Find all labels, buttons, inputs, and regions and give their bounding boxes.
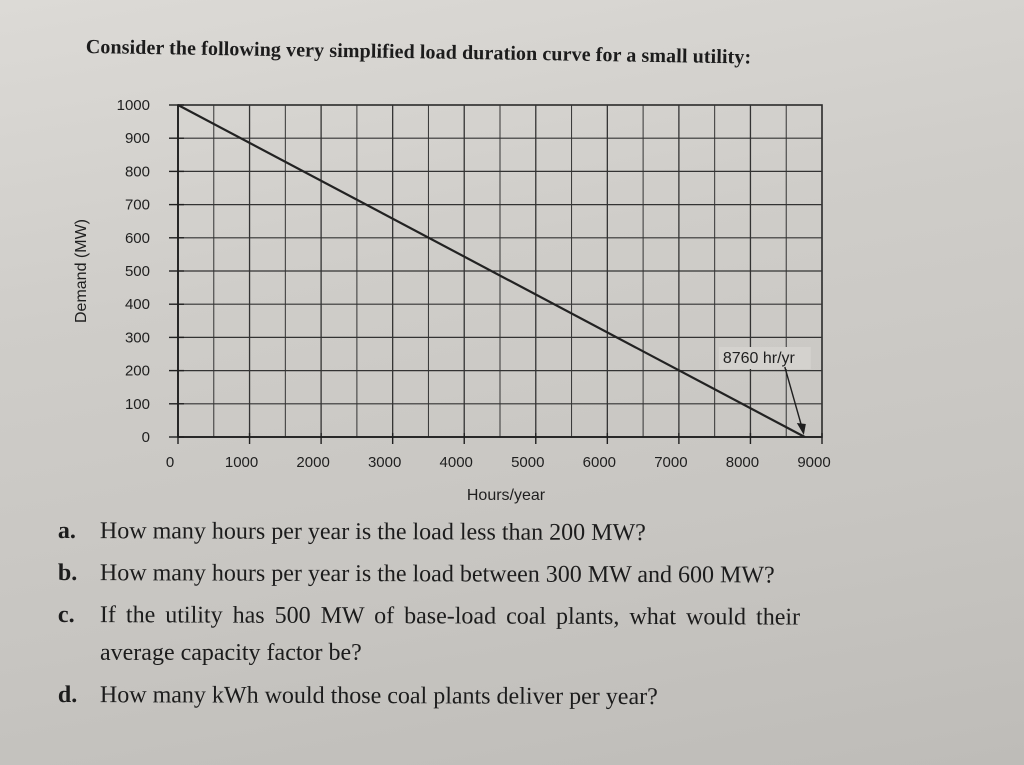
x-tick-label: 2000: [296, 454, 329, 471]
chart-axes: 0 100 200 300 400 500 600 700 800 900 1000 0 1000 200…: [117, 97, 831, 471]
x-tick-label: 1000: [225, 454, 258, 471]
annotation-arrow-head: [796, 423, 806, 435]
question-b-text: How many hours per year is the load betw…: [99, 560, 775, 589]
question-d: d. How many kWh would those coal plants d…: [58, 682, 658, 711]
x-tick-label: 6000: [583, 454, 616, 471]
question-b-letter: b.: [57, 560, 78, 587]
y-tick-label: 700: [125, 197, 150, 214]
y-tick-label: 0: [142, 429, 150, 446]
x-tick-label: 9000: [797, 454, 830, 471]
y-tick-label: 500: [125, 263, 150, 280]
annotation-label: 8760 hr/yr: [723, 350, 796, 367]
question-a: a. How many hours per year is the load le…: [58, 518, 646, 547]
question-c-continuation: average capacity factor be?: [100, 640, 362, 666]
chart-grid: [177, 104, 823, 438]
y-tick-label: 400: [125, 296, 150, 313]
y-tick-label: 300: [125, 329, 150, 346]
x-axis-title: Hours/year: [467, 487, 546, 504]
x-tick-label: 4000: [440, 454, 473, 471]
y-tick-label: 800: [125, 163, 150, 180]
x-tick-label: 3000: [368, 454, 401, 471]
x-tick-label: 5000: [511, 454, 544, 471]
annotation-background: [718, 347, 811, 369]
chart-labels: Hours/year Demand (MW) 8760 hr/yr: [73, 219, 811, 504]
y-tick-label: 600: [125, 230, 150, 247]
y-axis-title: Demand (MW): [73, 219, 90, 323]
question-c-letter: c.: [57, 602, 75, 629]
question-c: c. If the utility has 500 MW of base-load…: [58, 602, 800, 632]
question-b: b. How many hours per year is the load be…: [58, 560, 775, 590]
load-duration-chart: 0 100 200 300 400 500 600 700 800 900 1000 0 1000 200…: [73, 97, 831, 504]
y-tick-label: 100: [125, 396, 150, 413]
question-d-letter: d.: [57, 682, 78, 709]
load-duration-line: [177, 104, 806, 438]
x-tick-label: 7000: [654, 454, 687, 471]
chart-series: [177, 104, 806, 438]
x-tick-label: 0: [166, 454, 174, 471]
question-c-text: If the utility has 500 MW of base-load c…: [99, 602, 801, 631]
x-tick-label: 8000: [726, 454, 759, 471]
y-tick-label: 1000: [117, 97, 150, 114]
question-a-letter: a.: [57, 518, 76, 545]
y-tick-label: 200: [125, 363, 150, 380]
y-tick-label: 900: [125, 130, 150, 147]
question-a-text: How many hours per year is the load less…: [99, 518, 646, 547]
annotation-arrow-shaft: [784, 366, 803, 428]
question-d-text: How many kWh would those coal plants del…: [99, 682, 658, 711]
